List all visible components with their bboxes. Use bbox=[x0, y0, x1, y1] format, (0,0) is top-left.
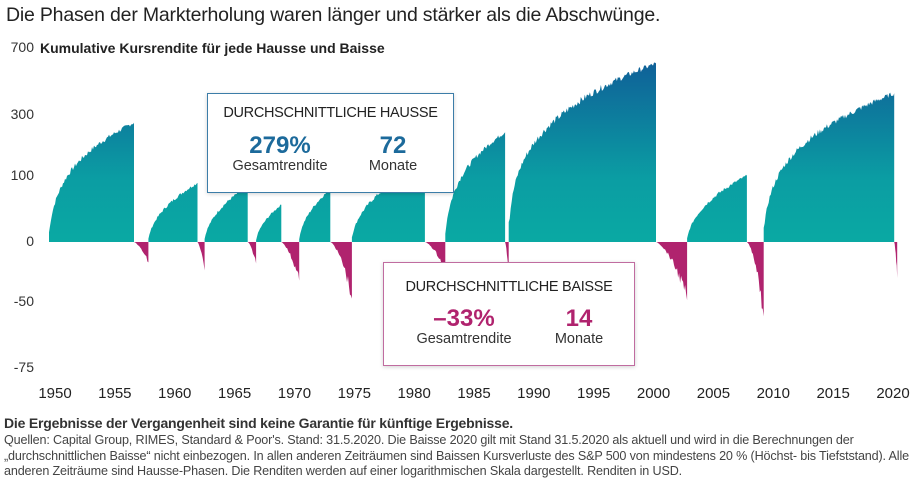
x-tick-label: 2000 bbox=[636, 385, 671, 402]
bear-duration-label: Monate bbox=[554, 331, 604, 347]
bear-duration-stat: 14 Monate bbox=[539, 305, 619, 347]
bear-return-label: Gesamtrendite bbox=[416, 331, 512, 347]
baisse-area bbox=[424, 242, 446, 270]
hausse-area bbox=[687, 174, 747, 242]
x-tick-label: 1990 bbox=[517, 385, 551, 402]
x-tick-label: 2020 bbox=[876, 385, 910, 402]
x-tick-label: 1975 bbox=[337, 385, 371, 402]
hausse-area bbox=[148, 182, 198, 242]
bear-duration-value: 14 bbox=[565, 305, 593, 332]
baisse-area bbox=[656, 242, 688, 301]
average-bull-market-box: DURCHSCHNITTLICHE HAUSSE 279% Gesamtrend… bbox=[207, 93, 454, 193]
chart-subtitle: Kumulative Kursrendite für jede Hausse u… bbox=[40, 40, 385, 56]
baisse-area bbox=[894, 242, 898, 278]
x-tick-label: 1980 bbox=[397, 385, 431, 402]
hausse-area bbox=[49, 122, 134, 242]
x-tick-label: 1995 bbox=[577, 385, 611, 402]
bull-duration-value: 72 bbox=[379, 132, 407, 159]
bull-return-stat: 279% Gesamtrendite bbox=[220, 132, 340, 174]
baisse-area bbox=[281, 242, 300, 281]
chart-plot bbox=[49, 62, 898, 317]
bear-return-value: –33% bbox=[433, 305, 495, 332]
hausse-area bbox=[763, 92, 895, 242]
bear-box-heading: DURCHSCHNITTLICHE BAISSE bbox=[405, 279, 613, 295]
bear-return-stat: –33% Gesamtrendite bbox=[399, 305, 529, 347]
y-tick-label: 0 bbox=[26, 233, 34, 249]
bull-box-heading: DURCHSCHNITTLICHE HAUSSE bbox=[223, 105, 438, 121]
x-tick-label: 2015 bbox=[816, 385, 850, 402]
baisse-area bbox=[746, 242, 764, 317]
baisse-area bbox=[330, 242, 352, 299]
x-tick-label: 1960 bbox=[158, 385, 192, 402]
average-bear-market-box: DURCHSCHNITTLICHE BAISSE –33% Gesamtrend… bbox=[383, 262, 635, 366]
baisse-series bbox=[134, 242, 898, 317]
x-tick-label: 2010 bbox=[756, 385, 790, 402]
bull-duration-label: Monate bbox=[368, 158, 418, 174]
y-tick-label: -75 bbox=[13, 359, 34, 375]
bull-duration-stat: 72 Monate bbox=[353, 132, 433, 174]
hausse-area bbox=[445, 132, 506, 242]
hausse-area bbox=[508, 62, 656, 242]
hausse-area bbox=[299, 189, 331, 242]
baisse-area bbox=[134, 242, 149, 263]
y-tick-label: 100 bbox=[10, 167, 34, 183]
y-tick-label: 700 bbox=[10, 39, 34, 55]
bull-return-value: 279% bbox=[249, 132, 311, 159]
bull-return-label: Gesamtrendite bbox=[232, 158, 328, 174]
disclaimer: Die Ergebnisse der Vergangenheit sind ke… bbox=[4, 415, 513, 431]
hausse-series bbox=[49, 62, 895, 242]
x-tick-label: 1965 bbox=[217, 385, 252, 402]
hausse-area bbox=[204, 186, 248, 242]
baisse-area bbox=[505, 242, 509, 278]
hausse-area bbox=[256, 204, 282, 242]
sources-note: Quellen: Capital Group, RIMES, Standard … bbox=[4, 433, 909, 478]
x-tick-label: 1985 bbox=[457, 385, 491, 402]
x-tick-label: 1970 bbox=[277, 385, 312, 402]
x-tick-label: 1955 bbox=[98, 385, 132, 402]
y-tick-label: -50 bbox=[13, 293, 34, 309]
chart-title: Die Phasen der Markterholung waren länge… bbox=[6, 4, 661, 26]
baisse-area bbox=[247, 242, 257, 264]
y-tick-label: 300 bbox=[10, 106, 34, 122]
baisse-area bbox=[197, 242, 205, 271]
x-tick-label: 1950 bbox=[38, 385, 72, 402]
x-tick-label: 2005 bbox=[696, 385, 731, 402]
